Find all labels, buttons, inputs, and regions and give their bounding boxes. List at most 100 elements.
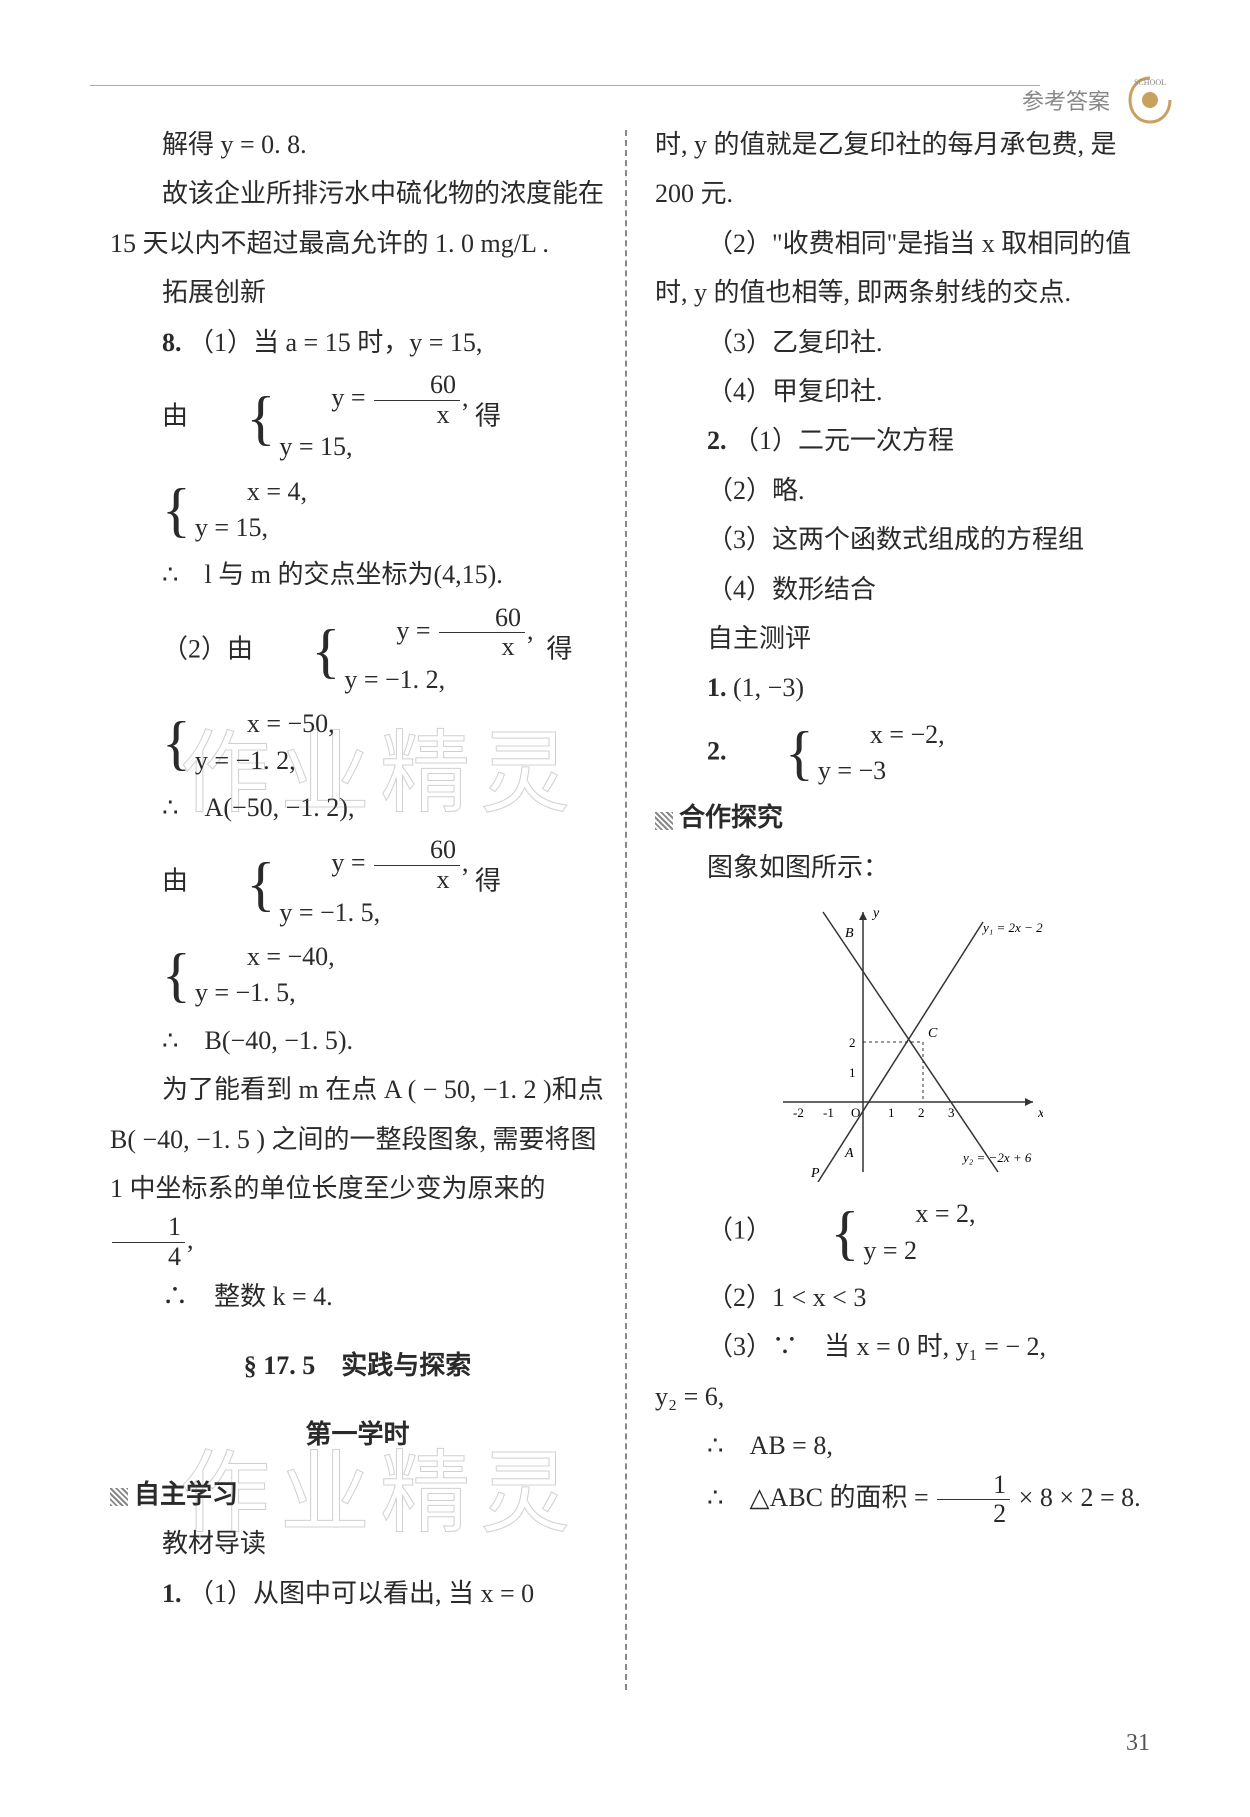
left-brace-icon: { (110, 495, 191, 525)
text-line: ∴ AB = 8, (655, 1421, 1150, 1470)
frac-den: x (374, 866, 460, 895)
equation-block: 由 { y = 60x, y = 15, 得 { x = 4, y = 15, (110, 367, 605, 550)
tick: -2 (793, 1105, 804, 1120)
heading-row: 合作探究 (655, 793, 1150, 842)
eq-part: y = −1. 5, (195, 978, 296, 1007)
tick: 2 (849, 1035, 856, 1050)
text-line: （3）乙复印社. (655, 318, 1150, 367)
frac-num: 60 (374, 836, 460, 866)
item-number: 1. (162, 1579, 188, 1608)
point-label: A (844, 1146, 854, 1161)
lesson-title: 第一学时 (110, 1410, 605, 1459)
tick: -1 (823, 1105, 834, 1120)
axis-label: x (1037, 1106, 1043, 1121)
text: （1） (707, 1216, 772, 1245)
text-line: 8. （1）当 a = 15 时，y = 15, (110, 318, 605, 367)
header-label: 参考答案 (1022, 84, 1110, 116)
tick: 2 (918, 1105, 925, 1120)
section-title: § 17. 5 实践与探索 (110, 1341, 605, 1390)
frac-den: 4 (112, 1243, 185, 1272)
eq-part: y = (396, 616, 437, 645)
point-label: B (845, 926, 854, 941)
page-number: 31 (1126, 1730, 1150, 1757)
text-line: ∴ A(−50, −1. 2), (110, 783, 605, 832)
text-line: ∴ l 与 m 的交点坐标为(4,15). (110, 550, 605, 599)
axis-label: y (871, 906, 880, 921)
text-line: 图象如图所示： (655, 843, 1150, 892)
text: 得 (475, 401, 501, 430)
text-line: （4）甲复印社. (655, 367, 1150, 416)
left-brace-icon: { (110, 728, 191, 758)
sub-heading: 自主学习 (134, 1480, 238, 1509)
hatch-icon (110, 1488, 128, 1506)
eq-part: x = 2, (915, 1199, 975, 1228)
hatch-icon (655, 812, 673, 830)
line-chart: x y O -1 -2 1 2 3 1 2 y₁ = 2x − 2 y₂ = −… (763, 902, 1043, 1182)
text-line: ∴ 整数 k = 4. (110, 1272, 605, 1321)
eq-part: y = −1. 5, (279, 898, 380, 927)
frac-num: 1 (112, 1213, 185, 1243)
text: （1）二元一次方程 (733, 426, 954, 455)
eq-part: y = −3 (818, 756, 886, 785)
frac-den: x (439, 633, 525, 662)
right-column: 时, y 的值就是乙复印社的每月承包费, 是 200 元. （2）"收费相同"是… (630, 120, 1170, 1618)
equation-block: 2. { x = −2, y = −3 (655, 713, 1150, 794)
left-brace-icon: { (195, 403, 276, 433)
text-line: （3）∵ 当 x = 0 时, y₁ = − 2, (655, 1322, 1150, 1371)
left-brace-icon: { (733, 738, 814, 768)
text-line: 拓展创新 (110, 268, 605, 317)
left-brace-icon: { (779, 1218, 860, 1248)
content-area: 解得 y = 0. 8. 故该企业所排污水中硫化物的浓度能在 15 天以内不超过… (90, 120, 1170, 1618)
eq-part: x = −2, (870, 720, 945, 749)
eq-part: x = −50, (247, 709, 335, 738)
equation-block: （2）由 { y = 60x, y = −1. 2, 得 { x = −50, … (110, 600, 605, 783)
item-number: 1. (707, 673, 733, 702)
text: 由 (162, 401, 188, 430)
eq-part: , (527, 616, 534, 645)
point-label: P (810, 1166, 820, 1181)
tick: 1 (849, 1065, 856, 1080)
text-line: （2）略. (655, 466, 1150, 515)
text-line: ∴ B(−40, −1. 5). (110, 1016, 605, 1065)
equation-block: （1） { x = 2, y = 2 (655, 1192, 1150, 1273)
tick: 1 (888, 1105, 895, 1120)
text: 由 (162, 867, 188, 896)
eq-part: y = 2 (863, 1236, 917, 1265)
sub-heading: 合作探究 (679, 803, 783, 832)
text: （1）当 a = 15 时，y = 15, (188, 328, 482, 357)
text: 为了能看到 m 在点 A ( − 50, −1. 2 )和点 B( −40, −… (110, 1075, 604, 1203)
item-number: 2. (707, 736, 733, 765)
text-line: （4）数形结合 (655, 565, 1150, 614)
text-line: 1. （1）从图中可以看出, 当 x = 0 (110, 1569, 605, 1618)
heading-row: 自主学习 (110, 1470, 605, 1519)
text: (1, −3) (733, 673, 804, 702)
eq-part: y = −1. 2, (344, 665, 445, 694)
line-label: y₁ = 2x − 2 (981, 920, 1043, 935)
text: （1）从图中可以看出, 当 x = 0 (188, 1579, 534, 1608)
text-line: 为了能看到 m 在点 A ( − 50, −1. 2 )和点 B( −40, −… (110, 1065, 605, 1271)
left-column: 解得 y = 0. 8. 故该企业所排污水中硫化物的浓度能在 15 天以内不超过… (90, 120, 630, 1618)
left-brace-icon: { (110, 960, 191, 990)
text-line: 1. (1, −3) (655, 663, 1150, 712)
item-number: 2. (707, 426, 733, 455)
text: 得 (475, 867, 501, 896)
item-number: 8. (162, 328, 188, 357)
text-line: ∴ △ABC 的面积 = 12 × 8 × 2 = 8. (655, 1471, 1150, 1529)
eq-part: x = −40, (247, 942, 335, 971)
text: 得 (547, 634, 573, 663)
text: （2）由 (162, 634, 253, 663)
line-label: y₂ = −2x + 6 (961, 1150, 1032, 1165)
text-line: 教材导读 (110, 1519, 605, 1568)
frac-num: 60 (439, 604, 525, 634)
frac-den: x (374, 401, 460, 430)
point-label: C (928, 1026, 938, 1041)
text-line: 2. （1）二元一次方程 (655, 416, 1150, 465)
text-line: y₂ = 6, (655, 1372, 1150, 1421)
text-line: （3）这两个函数式组成的方程组 (655, 515, 1150, 564)
eq-part: , (462, 849, 469, 878)
left-brace-icon: { (260, 636, 341, 666)
text: , (187, 1225, 194, 1254)
frac-den: 2 (937, 1500, 1010, 1529)
text: ∴ △ABC 的面积 = (707, 1483, 935, 1512)
equation-block: 由 { y = 60x, y = −1. 5, 得 { x = −40, y =… (110, 832, 605, 1015)
